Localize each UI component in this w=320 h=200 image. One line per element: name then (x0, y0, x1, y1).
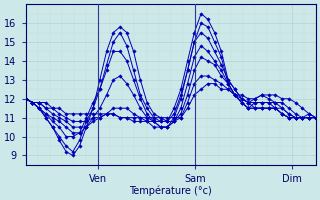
X-axis label: Température (°c): Température (°c) (129, 185, 212, 196)
